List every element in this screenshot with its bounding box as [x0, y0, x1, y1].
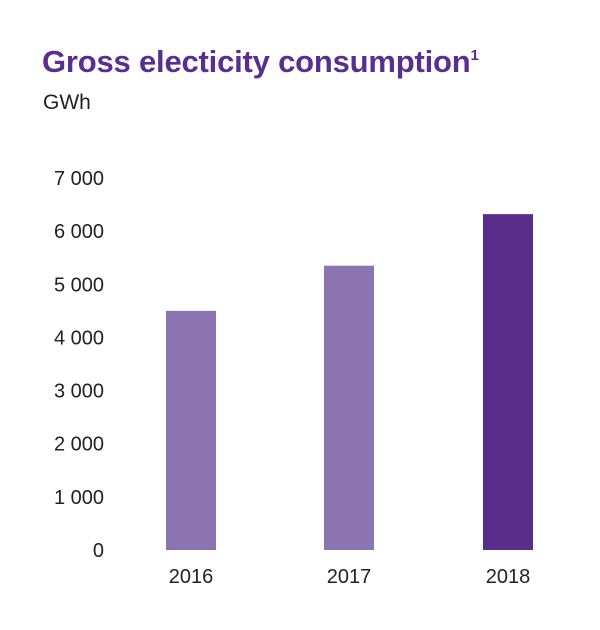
y-tick-label-4000: 4 000 [54, 327, 104, 349]
y-tick-label-3000: 3 000 [54, 381, 104, 403]
bars [166, 214, 533, 550]
unit-label: GWh [43, 91, 91, 114]
y-tick-label-6000: 6 000 [54, 221, 104, 243]
x-tick-label-2017: 2017 [327, 566, 372, 588]
y-axis-ticks: 0 1 000 2 000 3 000 4 000 5 000 6 000 7 000 [54, 168, 104, 562]
y-tick-label-0: 0 [93, 540, 104, 562]
y-tick-label-1000: 1 000 [54, 487, 104, 509]
bar-2016 [166, 310, 216, 550]
bar-2017 [324, 265, 374, 550]
chart-title: Gross electicity consumption1 [42, 44, 479, 79]
x-tick-label-2018: 2018 [486, 566, 531, 588]
bar-2018 [483, 214, 533, 550]
title-footnote-marker: 1 [470, 47, 479, 64]
y-tick-label-5000: 5 000 [54, 274, 104, 296]
x-axis-ticks: 2016 2017 2018 [169, 566, 531, 588]
y-tick-label-7000: 7 000 [54, 168, 104, 190]
y-tick-label-2000: 2 000 [54, 434, 104, 456]
x-tick-label-2016: 2016 [169, 566, 214, 588]
